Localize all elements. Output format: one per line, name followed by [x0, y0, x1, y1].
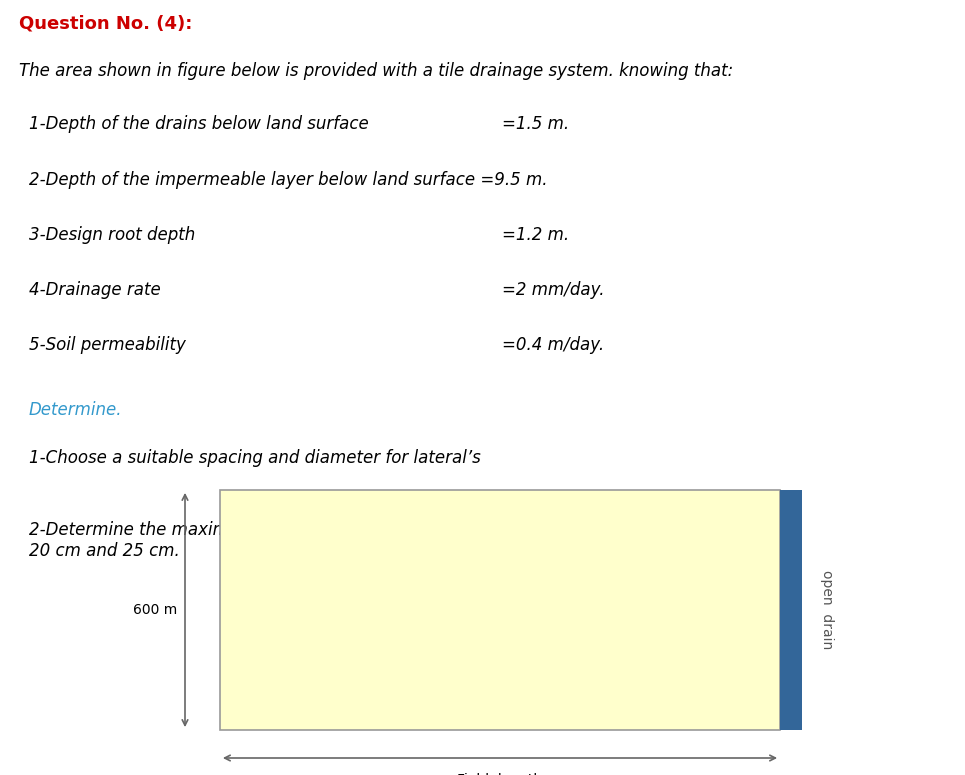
Text: =0.4 m/day.: =0.4 m/day.: [502, 336, 604, 354]
Text: 600 m: 600 m: [133, 603, 177, 617]
Text: Field  length: Field length: [457, 773, 542, 775]
Text: =1.2 m.: =1.2 m.: [502, 226, 569, 244]
Text: Question No. (4):: Question No. (4):: [19, 15, 193, 33]
Text: 4-Drainage rate: 4-Drainage rate: [29, 281, 161, 299]
Text: 3-Design root depth: 3-Design root depth: [29, 226, 195, 244]
Text: =1.5 m.: =1.5 m.: [502, 115, 569, 133]
FancyBboxPatch shape: [220, 490, 780, 730]
Text: 2-Depth of the impermeable layer below land surface =9.5 m.: 2-Depth of the impermeable layer below l…: [29, 170, 547, 188]
Text: 1-Depth of the drains below land surface: 1-Depth of the drains below land surface: [29, 115, 369, 133]
Text: 5-Soil permeability: 5-Soil permeability: [29, 336, 186, 354]
Text: open  drain: open drain: [820, 570, 834, 649]
Text: The area shown in figure below is provided with a tile drainage system. knowing : The area shown in figure below is provid…: [19, 63, 733, 81]
Text: 1-Choose a suitable spacing and diameter for lateral’s: 1-Choose a suitable spacing and diameter…: [29, 449, 481, 467]
Text: Determine.: Determine.: [29, 401, 123, 419]
Text: =2 mm/day.: =2 mm/day.: [502, 281, 604, 299]
FancyBboxPatch shape: [780, 490, 802, 730]
Text: 2-Determine the maximum area served by one collector if the available pipe diame: 2-Determine the maximum area served by o…: [29, 521, 790, 560]
